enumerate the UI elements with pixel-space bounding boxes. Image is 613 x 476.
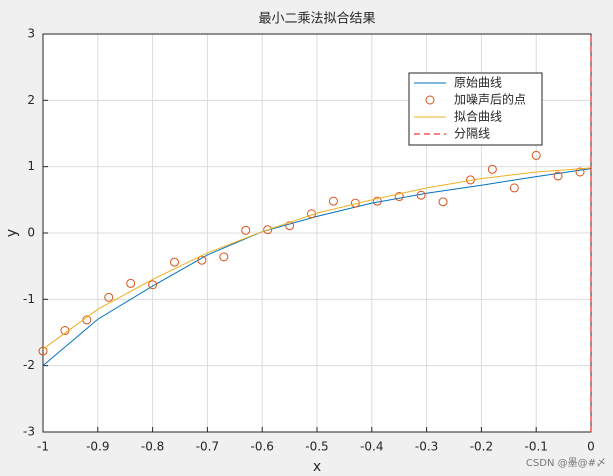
y-tick-label: -2 — [23, 358, 35, 372]
x-tick-label: -0.4 — [360, 440, 383, 454]
legend-label: 原始曲线 — [454, 76, 502, 90]
x-tick-label: -0.7 — [196, 440, 219, 454]
data-point — [531, 150, 541, 160]
legend-box — [408, 72, 543, 146]
data-point — [170, 257, 180, 267]
legend-label: 分隔线 — [454, 127, 490, 141]
x-tick-label: -0.3 — [415, 440, 438, 454]
chart-title: 最小二乘法拟合结果 — [258, 12, 375, 27]
data-point — [126, 278, 136, 288]
data-point — [416, 190, 426, 200]
legend-label: 加噪声后的点 — [454, 92, 526, 107]
x-tick-label: -0.2 — [470, 440, 493, 454]
data-point — [553, 171, 563, 181]
axes-box — [42, 33, 592, 433]
data-point — [285, 221, 295, 231]
y-tick-label: 2 — [27, 93, 35, 107]
data-point — [328, 196, 338, 206]
data-point — [241, 225, 251, 235]
data-point — [148, 280, 158, 290]
data-point — [509, 183, 519, 193]
data-point — [394, 192, 404, 202]
data-point — [197, 255, 207, 265]
y-axis-label: y — [4, 229, 20, 237]
y-tick-label: 1 — [27, 159, 35, 173]
line-series — [42, 167, 592, 350]
data-point — [372, 196, 382, 206]
x-tick-label: -1 — [37, 440, 49, 454]
data-point — [38, 346, 48, 356]
y-tick-label: -3 — [23, 425, 35, 439]
data-point — [487, 164, 497, 174]
y-tick-label: 3 — [27, 27, 35, 41]
data-point — [219, 252, 229, 262]
legend-label: 拟合曲线 — [454, 109, 502, 124]
x-tick-label: -0.1 — [524, 440, 547, 454]
y-tick-label: -1 — [23, 292, 35, 306]
line-series — [42, 168, 592, 367]
x-tick-label: 0 — [587, 440, 595, 454]
watermark: CSDN @墨@#〆 — [526, 457, 606, 469]
data-point — [263, 225, 273, 235]
x-tick-label: -0.9 — [86, 440, 109, 454]
legend-marker — [425, 95, 435, 105]
data-point — [104, 292, 114, 302]
data-point — [575, 167, 585, 177]
x-tick-label: -0.6 — [250, 440, 273, 454]
y-tick-label: 0 — [27, 226, 35, 240]
x-tick-label: -0.5 — [305, 440, 328, 454]
x-axis-label: x — [313, 459, 321, 475]
data-point — [438, 197, 448, 207]
x-tick-label: -0.8 — [141, 440, 164, 454]
